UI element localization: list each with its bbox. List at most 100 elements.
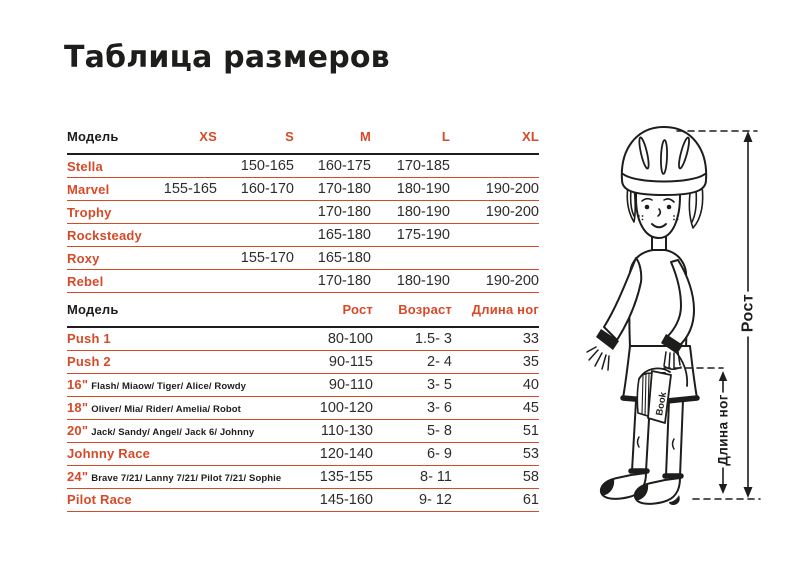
book-label: Book xyxy=(654,391,669,417)
table-row: Rebel 170-180 180-190 190-200 xyxy=(67,269,539,293)
model-name: 16" xyxy=(67,377,89,392)
adult-header-row: Модель XS S M L XL xyxy=(67,127,539,155)
tables-area: Модель XS S M L XL Stella 150-165 160-17… xyxy=(67,127,539,512)
nose xyxy=(657,208,662,217)
model-cell: Roxy xyxy=(67,246,143,270)
table-row: Trophy 170-180 180-190 190-200 xyxy=(67,200,539,224)
size-cell xyxy=(143,200,217,224)
height-cell: 80-100 xyxy=(297,327,373,351)
size-cell xyxy=(217,269,294,293)
size-cell: 170-180 xyxy=(294,177,371,201)
size-cell: 190-200 xyxy=(450,177,539,201)
kid-illustration: Book Рост Длина н xyxy=(556,0,800,564)
size-cell: 155-170 xyxy=(217,246,294,270)
helmet-vent xyxy=(678,136,690,170)
size-cell: 180-190 xyxy=(371,269,450,293)
model-cell: Stella xyxy=(67,154,143,178)
height-arrow-label: Рост xyxy=(740,294,757,333)
height-cell: 135-155 xyxy=(297,465,373,489)
model-cell: Push 2 xyxy=(67,350,297,374)
model-variants: Brave 7/21/ Lanny 7/21/ Pilot 7/21/ Soph… xyxy=(91,473,282,484)
eye-left xyxy=(644,204,650,210)
page-title: Таблица размеров xyxy=(64,40,390,75)
height-cell: 100-120 xyxy=(297,396,373,420)
book: Book xyxy=(636,367,672,424)
model-name: 20" xyxy=(67,423,89,438)
left-hand xyxy=(586,346,610,371)
leg-length-cell: 40 xyxy=(452,373,539,397)
size-cell xyxy=(450,246,539,270)
model-cell: Trophy xyxy=(67,200,143,224)
left-arm xyxy=(603,257,643,341)
size-cell xyxy=(217,200,294,224)
table-row: Johnny Race 120-140 6- 9 53 xyxy=(67,442,539,466)
height-cell: 90-115 xyxy=(297,350,373,374)
size-cell: 150-165 xyxy=(217,154,294,178)
size-cell: 190-200 xyxy=(450,269,539,293)
height-cell: 145-160 xyxy=(297,488,373,512)
table-row: Roxy 155-170 165-180 xyxy=(67,246,539,270)
leg-length-cell: 51 xyxy=(452,419,539,443)
age-cell: 1.5- 3 xyxy=(373,327,452,351)
kid-illustration-svg: Book Рост Длина н xyxy=(586,126,761,505)
right-foot xyxy=(633,477,681,505)
height-cell: 110-130 xyxy=(297,419,373,443)
size-cell: 175-190 xyxy=(371,223,450,247)
size-cell xyxy=(217,223,294,247)
model-name: 24" xyxy=(67,469,89,484)
left-toe-cap xyxy=(600,479,615,495)
model-cell: Push 1 xyxy=(67,327,297,351)
helmet-vent xyxy=(660,139,668,175)
model-cell: Rebel xyxy=(67,269,143,293)
size-cell xyxy=(450,223,539,247)
leg-length-cell: 61 xyxy=(452,488,539,512)
eyebrows xyxy=(641,197,675,203)
leg-length-arrow-label: Длина ног xyxy=(716,394,731,466)
table-row: 18" Oliver/ Mia/ Rider/ Amelia/ Robot 100… xyxy=(67,396,539,420)
mouth xyxy=(651,223,667,229)
model-cell: 16" Flash/ Miaow/ Tiger/ Alice/ Rowdy xyxy=(67,373,297,397)
helmet-brim xyxy=(622,173,706,183)
model-cell: Rocksteady xyxy=(67,223,143,247)
kids-header-row: Модель Рост Возраст Длина ног xyxy=(67,300,539,328)
leg-length-cell: 53 xyxy=(452,442,539,466)
leg-length-cell: 45 xyxy=(452,396,539,420)
table-row: Push 1 80-100 1.5- 3 33 xyxy=(67,327,539,351)
table-row: Marvel 155-165 160-170 170-180 180-190 1… xyxy=(67,177,539,201)
column-header-age: Возраст xyxy=(373,300,452,328)
size-cell: 165-180 xyxy=(294,223,371,247)
height-cell: 120-140 xyxy=(297,442,373,466)
model-variants: Flash/ Miaow/ Tiger/ Alice/ Rowdy xyxy=(91,381,247,392)
size-cell: 180-190 xyxy=(371,177,450,201)
age-cell: 8- 11 xyxy=(373,465,452,489)
table-row: 24" Brave 7/21/ Lanny 7/21/ Pilot 7/21/ S… xyxy=(67,465,539,489)
column-header-xl: XL xyxy=(450,127,539,155)
model-cell: 24" Brave 7/21/ Lanny 7/21/ Pilot 7/21/ S… xyxy=(67,465,297,489)
column-header-model: Модель xyxy=(67,127,143,155)
size-cell: 165-180 xyxy=(294,246,371,270)
age-cell: 9- 12 xyxy=(373,488,452,512)
model-cell: Marvel xyxy=(67,177,143,201)
age-cell: 5- 8 xyxy=(373,419,452,443)
size-cell xyxy=(450,154,539,178)
model-name: Pilot Race xyxy=(67,492,132,507)
size-cell: 170-180 xyxy=(294,269,371,293)
size-cell: 155-165 xyxy=(143,177,217,201)
table-row: Rocksteady 165-180 175-190 xyxy=(67,223,539,247)
size-cell xyxy=(371,246,450,270)
kids-size-table: Модель Рост Возраст Длина ног Push 1 80-… xyxy=(67,300,539,512)
model-cell: Johnny Race xyxy=(67,442,297,466)
size-cell xyxy=(143,154,217,178)
size-cell xyxy=(143,269,217,293)
model-cell: Pilot Race xyxy=(67,488,297,512)
size-cell: 190-200 xyxy=(450,200,539,224)
model-variants: Oliver/ Mia/ Rider/ Amelia/ Robot xyxy=(91,404,241,415)
left-wristband xyxy=(596,329,619,350)
adult-size-table: Модель XS S M L XL Stella 150-165 160-17… xyxy=(67,127,539,293)
table-row: 20" Jack/ Sandy/ Angel/ Jack 6/ Johnny 11… xyxy=(67,419,539,443)
legs xyxy=(628,399,684,479)
model-name: Johnny Race xyxy=(67,446,151,461)
column-header-xs: XS xyxy=(143,127,217,155)
table-row: Pilot Race 145-160 9- 12 61 xyxy=(67,488,539,512)
height-cell: 90-110 xyxy=(297,373,373,397)
